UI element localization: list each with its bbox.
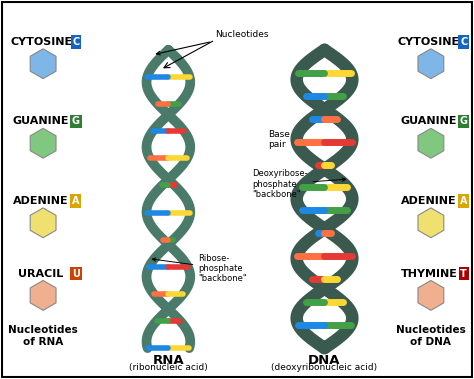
Text: CYTOSINE: CYTOSINE <box>398 37 460 47</box>
Text: (deoxyribonucleic acid): (deoxyribonucleic acid) <box>272 363 378 372</box>
Text: ADENINE: ADENINE <box>401 196 457 206</box>
Polygon shape <box>418 208 444 238</box>
Text: URACIL: URACIL <box>18 268 64 279</box>
Text: (ribonucleic acid): (ribonucleic acid) <box>129 363 208 372</box>
Text: RNA: RNA <box>153 354 184 366</box>
Text: GUANINE: GUANINE <box>401 116 457 126</box>
Text: GUANINE: GUANINE <box>13 116 69 126</box>
Text: Nucleotides: Nucleotides <box>156 30 269 55</box>
Polygon shape <box>418 128 444 158</box>
Text: Nucleotides
of RNA: Nucleotides of RNA <box>8 325 78 347</box>
Text: T: T <box>460 268 467 279</box>
Polygon shape <box>30 208 56 238</box>
Text: U: U <box>72 268 80 279</box>
Text: G: G <box>460 116 468 126</box>
Polygon shape <box>418 49 444 78</box>
Polygon shape <box>30 49 56 78</box>
Text: A: A <box>460 196 467 206</box>
Text: C: C <box>460 37 467 47</box>
Text: DNA: DNA <box>308 354 341 366</box>
Polygon shape <box>418 280 444 310</box>
Text: CYTOSINE: CYTOSINE <box>10 37 72 47</box>
Text: ADENINE: ADENINE <box>13 196 69 206</box>
Text: Nucleotides
of DNA: Nucleotides of DNA <box>396 325 466 347</box>
Polygon shape <box>30 280 56 310</box>
Text: A: A <box>72 196 80 206</box>
Text: Ribose-
phosphate
"backbone": Ribose- phosphate "backbone" <box>152 254 247 283</box>
Text: G: G <box>72 116 80 126</box>
Text: THYMINE: THYMINE <box>401 268 457 279</box>
Text: Base
pair: Base pair <box>268 130 290 149</box>
Polygon shape <box>30 128 56 158</box>
Text: C: C <box>73 37 80 47</box>
Text: Deoxyribose-
phosphate
"backbone": Deoxyribose- phosphate "backbone" <box>252 169 346 199</box>
